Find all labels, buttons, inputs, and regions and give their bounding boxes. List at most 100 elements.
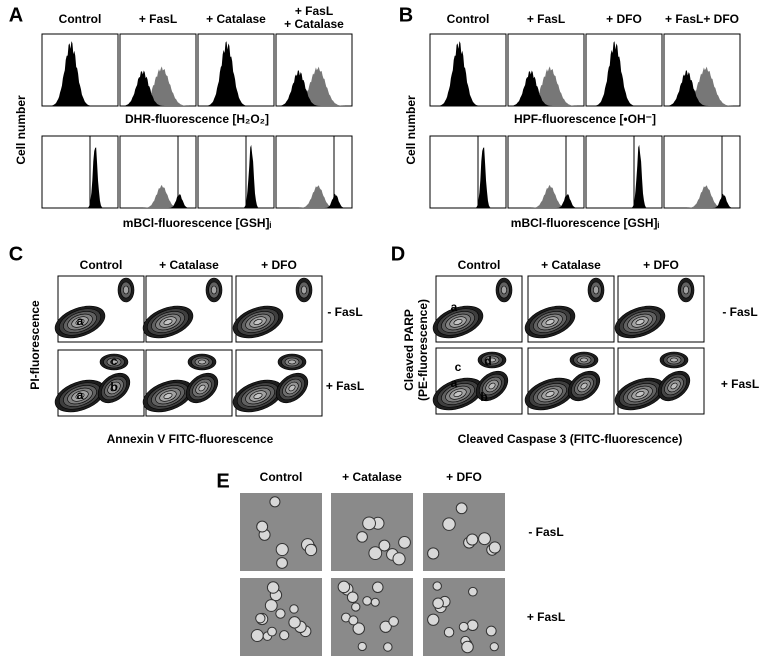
contour — [670, 382, 678, 390]
contour — [683, 285, 689, 295]
contour — [635, 319, 645, 325]
cell — [485, 625, 497, 637]
cell — [489, 642, 499, 652]
histogram — [42, 147, 118, 208]
cell — [442, 517, 456, 531]
column-header: + Catalase — [159, 258, 219, 272]
cell — [346, 591, 359, 604]
row-label: - FasL — [722, 305, 757, 319]
cell — [461, 640, 474, 654]
cell — [398, 536, 411, 549]
histogram — [198, 144, 274, 208]
contour — [163, 393, 173, 399]
cell — [466, 533, 479, 546]
cell — [368, 546, 383, 561]
contour — [635, 391, 645, 397]
cell — [362, 596, 372, 606]
column-header: Control — [80, 258, 123, 272]
histogram — [276, 185, 352, 208]
cell — [337, 580, 351, 594]
histogram — [586, 41, 662, 106]
cell — [370, 597, 380, 607]
y-axis-label: Cell number — [14, 95, 28, 165]
cell — [383, 642, 393, 652]
histogram — [664, 193, 740, 208]
cell — [372, 581, 384, 594]
contour — [580, 357, 588, 363]
cell — [432, 581, 442, 591]
cell — [351, 602, 361, 612]
contour — [288, 384, 296, 392]
column-header: Control — [260, 470, 303, 484]
column-header: + Catalase — [541, 258, 601, 272]
y-axis-label: Cell number — [404, 95, 418, 165]
histogram — [664, 66, 740, 106]
contour — [488, 357, 496, 363]
x-axis-label: mBCl-fluorescence [GSH]ᵢ — [511, 216, 660, 230]
column-header: Control — [59, 12, 102, 26]
cell — [269, 496, 281, 508]
histogram — [664, 70, 740, 106]
column-header: Control — [458, 258, 501, 272]
contour — [501, 285, 507, 295]
histogram — [276, 193, 352, 208]
y-axis-label: Cleaved PARP — [402, 309, 416, 391]
cell — [379, 620, 392, 633]
plot-frame — [617, 275, 705, 343]
histogram — [120, 184, 196, 208]
row-label: - FasL — [528, 525, 563, 539]
x-axis-label: HPF-fluorescence [•OH⁻] — [514, 112, 656, 126]
cell — [488, 541, 501, 554]
cell — [362, 516, 376, 531]
cell — [255, 613, 266, 624]
cell — [427, 613, 440, 626]
column-header: + FasL — [527, 12, 565, 26]
annotation: b — [480, 390, 487, 404]
row-label: + FasL — [527, 610, 565, 624]
cell — [392, 552, 406, 566]
annotation: c — [455, 360, 462, 374]
contour — [453, 319, 463, 325]
annotation: c — [111, 354, 118, 368]
histogram — [508, 66, 584, 106]
histogram — [664, 185, 740, 208]
plot-frame — [235, 275, 323, 343]
cell — [468, 586, 478, 597]
annotation: d — [484, 354, 491, 368]
cell — [304, 543, 318, 557]
cell — [357, 641, 367, 652]
panel-label: B — [399, 4, 413, 26]
column-header: + Catalase — [206, 12, 266, 26]
column-header: Control — [447, 12, 490, 26]
y-axis-label: PI-fluorescence — [28, 300, 42, 390]
cell — [388, 616, 399, 627]
panel-label: A — [9, 4, 23, 26]
cell — [266, 581, 280, 594]
cell — [275, 608, 286, 619]
column-header: + FasL — [295, 4, 333, 18]
column-header: + DFO — [446, 470, 482, 484]
plot-frame — [235, 349, 323, 417]
histogram — [430, 41, 506, 107]
cell — [256, 520, 269, 533]
plot-frame — [57, 349, 145, 417]
cell — [427, 547, 440, 560]
row-label: + FasL — [721, 377, 759, 391]
plot-frame — [145, 275, 233, 343]
cell — [378, 539, 391, 552]
contour — [75, 319, 85, 325]
histogram — [430, 147, 506, 208]
cell — [276, 557, 288, 569]
plot-frame — [57, 275, 145, 343]
contour — [110, 384, 118, 392]
contour — [301, 285, 307, 295]
histogram — [508, 184, 584, 208]
cell — [432, 597, 444, 609]
annotation: a — [77, 314, 84, 328]
plot-frame — [145, 349, 233, 417]
y-axis-label: (PE-fluorescence) — [416, 299, 430, 401]
column-header: + DFO — [606, 12, 642, 26]
cell — [288, 616, 301, 629]
plot-frame — [617, 347, 705, 415]
cell — [443, 627, 455, 638]
